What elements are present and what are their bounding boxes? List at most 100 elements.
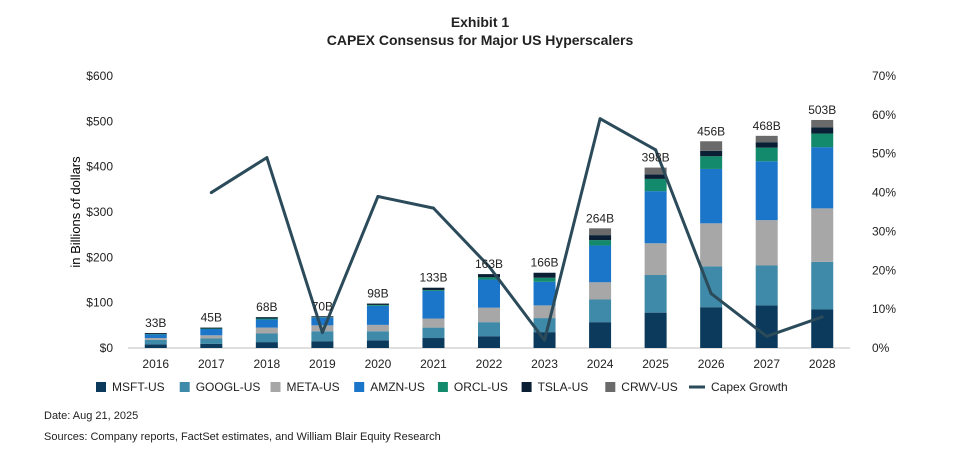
bar-segment-meta-us <box>811 208 834 262</box>
bar-segment-tsla-us <box>589 235 612 241</box>
bar-segment-amzn-us <box>200 328 223 336</box>
y2-tick-label: 60% <box>872 108 896 122</box>
y2-tick-label: 50% <box>872 147 896 161</box>
capex-growth-point <box>543 338 547 342</box>
x-tick-label: 2020 <box>365 357 392 371</box>
bar-segment-msft-us <box>700 307 723 348</box>
total-label: 45B <box>201 311 222 325</box>
bar-segment-meta-us <box>700 223 723 267</box>
bar-segment-meta-us <box>644 243 667 276</box>
bar-segment-amzn-us <box>811 147 834 209</box>
total-label: 468B <box>753 119 781 133</box>
bar-segment-googl-us <box>311 331 334 342</box>
legend-swatch <box>437 382 448 392</box>
bar-segment-crwv-us <box>700 141 723 151</box>
capex-growth-point <box>209 191 213 195</box>
bar-segment-tsla-us <box>533 272 556 278</box>
bar-segment-meta-us <box>422 318 445 328</box>
total-labels: 33B 45B 68B 70B 98B 133B 163B 166B 264B 398B 456B 4… <box>145 103 836 330</box>
bar-segment-msft-us <box>144 344 167 348</box>
bar-segment-orcl-us <box>366 304 389 306</box>
capex-growth-point <box>654 148 658 152</box>
legend-swatch <box>179 382 190 392</box>
x-tick-label: 2023 <box>531 357 558 371</box>
legend-label: TSLA-US <box>538 380 589 394</box>
y2-tick-label: 10% <box>872 302 896 316</box>
x-tick-label: 2019 <box>309 357 336 371</box>
y-axis-right: 0% 10% 20% 30% 40% 50% 60% 70% <box>872 69 896 355</box>
date-note: Date: Aug 21, 2025 <box>44 410 139 422</box>
bar-segment-orcl-us <box>478 277 500 280</box>
x-tick-label: 2018 <box>253 357 280 371</box>
bar-segment-orcl-us <box>755 147 778 162</box>
bar-segment-meta-us <box>200 335 223 339</box>
legend-swatch <box>96 382 106 392</box>
bar-segment-googl-us <box>755 265 778 306</box>
y-axis-left: $0 $100 $200 $300 $400 $500 $600 <box>86 69 113 355</box>
x-tick-label: 2016 <box>142 357 169 371</box>
bar-segment-tsla-us <box>200 327 223 329</box>
bar-segment-amzn-us <box>144 334 167 339</box>
bar-segment-tsla-us <box>700 150 723 157</box>
x-tick-label: 2025 <box>642 357 669 371</box>
bar-segment-amzn-us <box>644 191 667 244</box>
bar-segment-tsla-us <box>755 142 778 148</box>
y2-tick-label: 0% <box>872 341 890 355</box>
capex-growth-point <box>376 194 380 198</box>
bar-segment-msft-us <box>589 322 612 348</box>
bar-segment-amzn-us <box>366 305 389 325</box>
bar-segment-googl-us <box>255 333 278 343</box>
bar-segment-tsla-us <box>644 174 667 179</box>
legend-swatch <box>354 382 365 392</box>
bar-segment-tsla-us <box>811 127 834 134</box>
x-tick-label: 2021 <box>420 357 447 371</box>
bar-segment-meta-us <box>478 307 500 323</box>
bar-segment-tsla-us <box>478 274 500 278</box>
legend-label: GOOGL-US <box>196 380 261 394</box>
bar-segment-tsla-us <box>255 317 278 319</box>
legend-label: META-US <box>287 380 340 394</box>
bar-segment-tsla-us <box>366 303 389 305</box>
bar-segment-meta-us <box>755 220 778 266</box>
bar-segment-googl-us <box>811 261 834 310</box>
y-tick-label: $200 <box>86 250 113 264</box>
y-tick-label: $600 <box>86 69 113 83</box>
bar-segment-amzn-us <box>700 168 723 224</box>
y2-tick-label: 30% <box>872 224 896 238</box>
bar-segment-googl-us <box>422 327 445 339</box>
bar-segment-amzn-us <box>311 317 334 326</box>
bar-segment-msft-us <box>478 336 500 348</box>
bar-segment-tsla-us <box>422 287 445 290</box>
total-label: 68B <box>256 300 277 314</box>
capex-growth-point <box>487 264 491 268</box>
bar-segment-msft-us <box>311 341 334 348</box>
bar-segment-msft-us <box>422 338 445 348</box>
legend-swatch <box>270 382 281 392</box>
chart-title: CAPEX Consensus for Major US Hyperscaler… <box>326 32 634 48</box>
y-tick-label: $300 <box>86 205 113 219</box>
bar-segment-msft-us <box>366 340 389 348</box>
bar-segment-tsla-us <box>144 333 167 334</box>
bar-segment-msft-us <box>811 309 834 348</box>
y-tick-label: $0 <box>100 341 114 355</box>
legend-swatch <box>605 382 616 392</box>
y2-tick-label: 70% <box>872 69 896 83</box>
total-label: 163B <box>475 257 503 271</box>
bar-segment-orcl-us <box>811 133 834 148</box>
bar-segment-googl-us <box>366 331 389 341</box>
bar-segment-orcl-us <box>533 277 556 282</box>
total-label: 33B <box>145 316 166 330</box>
capex-growth-point <box>820 315 824 319</box>
x-tick-label: 2024 <box>587 357 614 371</box>
sources-note: Sources: Company reports, FactSet estima… <box>44 431 441 443</box>
bar-segment-crwv-us <box>644 167 667 175</box>
x-tick-label: 2017 <box>198 357 225 371</box>
bar-segment-orcl-us <box>700 156 723 169</box>
total-label: 70B <box>312 299 333 313</box>
y-axis-label: in Billions of dollars <box>68 156 83 268</box>
capex-growth-point <box>320 330 324 334</box>
y2-tick-label: 40% <box>872 186 896 200</box>
bar-segments <box>144 119 834 348</box>
total-label: 456B <box>697 124 725 138</box>
bar-segment-googl-us <box>478 322 500 337</box>
